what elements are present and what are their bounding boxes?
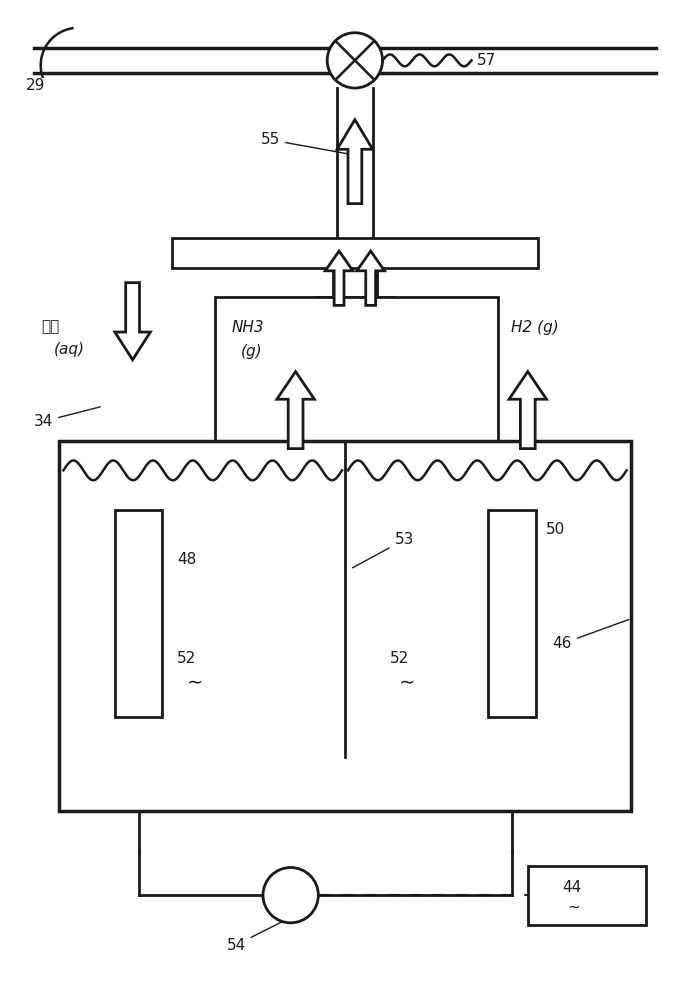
Text: 52: 52 (389, 651, 408, 666)
Text: 48: 48 (177, 552, 196, 567)
Text: 50: 50 (546, 522, 565, 537)
Bar (528, 866, 647, 925)
Bar (115, 510, 162, 717)
Text: V: V (285, 883, 294, 897)
Polygon shape (357, 251, 384, 305)
Polygon shape (509, 372, 546, 449)
Circle shape (263, 868, 318, 923)
Text: 34: 34 (34, 407, 100, 429)
Bar (215, 297, 498, 441)
Text: 57: 57 (476, 53, 495, 68)
Bar (172, 238, 538, 268)
Text: ∼: ∼ (281, 895, 293, 909)
Bar (59, 441, 631, 811)
Text: H2 (g): H2 (g) (511, 320, 559, 335)
Text: ∼: ∼ (400, 673, 415, 692)
Text: 54: 54 (226, 921, 284, 953)
Text: 29: 29 (26, 78, 46, 93)
Polygon shape (337, 120, 373, 204)
Polygon shape (115, 283, 150, 360)
Polygon shape (277, 372, 315, 449)
Polygon shape (325, 251, 353, 305)
Text: (g): (g) (241, 344, 263, 359)
Text: ∼: ∼ (567, 900, 580, 915)
Text: (aq): (aq) (54, 342, 85, 357)
Text: 55: 55 (261, 132, 347, 154)
Text: 46: 46 (553, 619, 629, 651)
Text: 44: 44 (562, 880, 582, 895)
Circle shape (327, 33, 382, 88)
Text: 53: 53 (353, 532, 414, 568)
Bar (489, 510, 535, 717)
Text: 尿素: 尿素 (41, 320, 60, 335)
Text: ∼: ∼ (187, 673, 204, 692)
Text: NH3: NH3 (231, 320, 264, 335)
Text: 52: 52 (177, 651, 196, 666)
